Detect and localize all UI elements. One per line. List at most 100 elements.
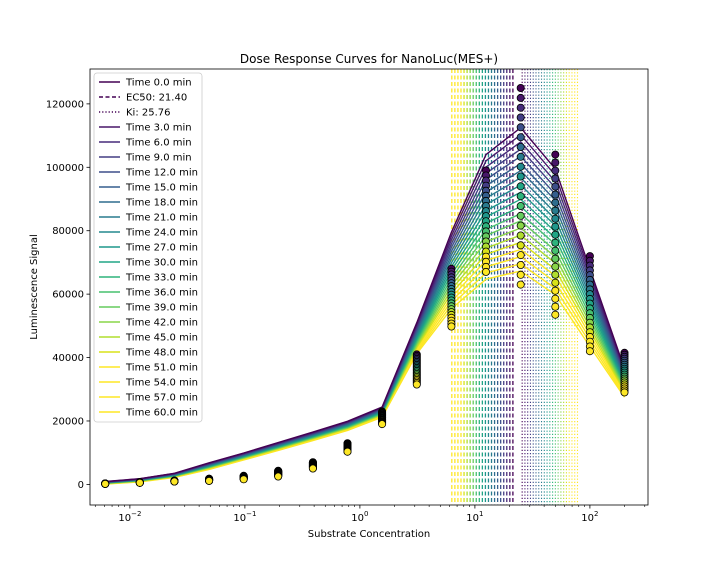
data-point [101, 479, 110, 488]
legend-label: Time 18.0 min [125, 198, 198, 209]
data-point [551, 214, 560, 223]
x-tick-label: 10−1 [233, 510, 256, 524]
plot-area [101, 69, 629, 505]
legend-label: Time 15.0 min [125, 183, 198, 194]
data-point [551, 190, 560, 199]
data-point [551, 262, 560, 271]
legend: Time 0.0 min EC50: 21.40 Ki: 25.76 Time 3.0… [93, 72, 203, 423]
data-point [516, 113, 525, 122]
chart-title: Dose Response Curves for NanoLuc(MES+) [240, 52, 498, 66]
data-point [378, 420, 387, 429]
legend-label: EC50: 21.40 [126, 93, 187, 104]
data-point [551, 238, 560, 247]
data-point [481, 267, 490, 276]
data-point [516, 280, 525, 289]
legend-label: Time 57.0 min [125, 393, 198, 404]
x-tick-label: 101 [466, 510, 483, 524]
data-point [551, 278, 560, 287]
fit-curve [105, 126, 626, 483]
y-tick-label: 0 [78, 480, 84, 491]
y-tick-label: 40000 [52, 353, 84, 364]
data-point [516, 270, 525, 279]
y-tick-label: 80000 [52, 226, 84, 237]
data-point [551, 286, 560, 295]
data-point [551, 182, 560, 191]
data-point [308, 464, 317, 473]
y-tick-label: 20000 [52, 416, 84, 427]
data-point [551, 166, 560, 175]
legend-label: Time 39.0 min [125, 303, 198, 314]
legend-label: Time 36.0 min [125, 288, 198, 299]
legend-label: Time 12.0 min [125, 168, 198, 179]
legend-label: Time 33.0 min [125, 273, 198, 284]
data-point [551, 294, 560, 303]
legend-label: Time 30.0 min [125, 258, 198, 269]
legend-label: Time 0.0 min [125, 78, 192, 89]
x-tick-label: 10−2 [118, 510, 141, 524]
legend-label: Time 54.0 min [125, 378, 198, 389]
data-point [516, 93, 525, 102]
x-tick-label: 102 [581, 510, 598, 524]
data-point [205, 476, 214, 485]
data-point [516, 221, 525, 230]
legend-label: Time 3.0 min [125, 123, 192, 134]
data-point [516, 84, 525, 93]
data-point [343, 447, 352, 456]
series-group [101, 69, 629, 505]
legend-label: Time 21.0 min [125, 213, 198, 224]
data-point [551, 174, 560, 183]
data-point [516, 231, 525, 240]
data-point [135, 478, 144, 487]
data-point [516, 251, 525, 260]
data-point [516, 152, 525, 161]
legend-label: Time 27.0 min [125, 243, 198, 254]
axes: 0 20000 40000 60000 80000 100000 120000 10−2 10−… [46, 99, 646, 524]
legend-label: Ki: 25.76 [126, 108, 171, 119]
data-point [551, 158, 560, 167]
data-point [551, 150, 560, 159]
legend-label: Time 9.0 min [125, 153, 192, 164]
data-point [412, 380, 421, 389]
data-point [516, 260, 525, 269]
data-point [516, 211, 525, 220]
data-point [516, 162, 525, 171]
y-tick-label: 60000 [52, 290, 84, 301]
data-point [516, 123, 525, 132]
data-point [516, 103, 525, 112]
plot-frame [89, 68, 649, 506]
data-point [551, 254, 560, 263]
data-point [585, 347, 594, 356]
data-point [516, 172, 525, 181]
data-point [239, 475, 248, 484]
data-point [516, 182, 525, 191]
data-point [551, 270, 560, 279]
legend-label: Time 60.0 min [125, 408, 198, 419]
legend-box [93, 72, 203, 423]
data-point [274, 472, 283, 481]
x-axis-label: Substrate Concentration [308, 529, 430, 540]
legend-label: Time 51.0 min [125, 363, 198, 374]
x-tick-label: 100 [351, 510, 368, 524]
y-axis-label: Luminescence Signal [29, 234, 40, 340]
data-point [551, 302, 560, 311]
data-point [551, 230, 560, 239]
data-point [551, 198, 560, 207]
data-point [516, 241, 525, 250]
data-point [551, 246, 560, 255]
data-point [447, 322, 456, 331]
data-point [516, 133, 525, 142]
data-point [551, 222, 560, 231]
data-point [516, 201, 525, 210]
legend-label: Time 24.0 min [125, 228, 198, 239]
legend-label: Time 48.0 min [125, 348, 198, 359]
data-point [516, 142, 525, 151]
data-point [516, 192, 525, 201]
data-point [551, 310, 560, 319]
data-point [620, 388, 629, 397]
legend-label: Time 42.0 min [125, 318, 198, 329]
data-point [170, 477, 179, 486]
legend-label: Time 45.0 min [125, 333, 198, 344]
data-point [551, 206, 560, 215]
legend-label: Time 6.0 min [125, 138, 192, 149]
